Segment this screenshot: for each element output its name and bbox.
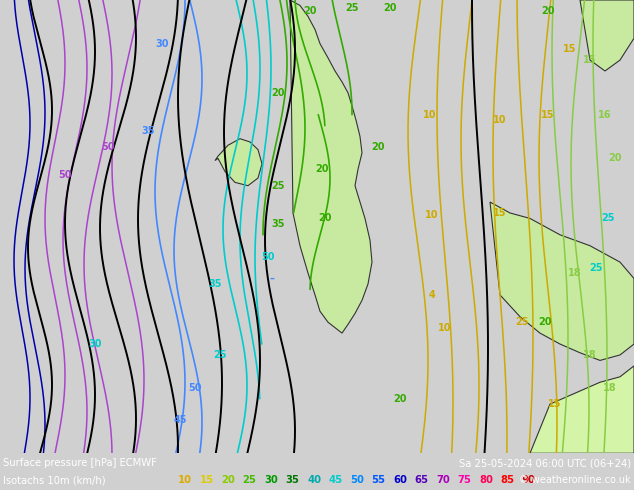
Text: 20: 20 bbox=[538, 317, 552, 327]
Text: 20: 20 bbox=[393, 393, 407, 404]
Text: 10: 10 bbox=[438, 322, 452, 333]
Text: 20: 20 bbox=[372, 143, 385, 152]
Text: Surface pressure [hPa] ECMWF: Surface pressure [hPa] ECMWF bbox=[3, 458, 157, 468]
Text: 16: 16 bbox=[598, 110, 612, 120]
Text: © weatheronline.co.uk: © weatheronline.co.uk bbox=[519, 475, 631, 485]
Text: 20: 20 bbox=[318, 214, 332, 223]
Text: 18: 18 bbox=[568, 268, 582, 278]
Text: 35: 35 bbox=[141, 126, 155, 136]
Text: 35: 35 bbox=[271, 219, 285, 229]
Text: 10: 10 bbox=[178, 475, 192, 485]
Text: 20: 20 bbox=[608, 153, 622, 163]
Text: 90: 90 bbox=[522, 475, 536, 485]
Text: 4: 4 bbox=[429, 290, 436, 300]
Text: 18: 18 bbox=[583, 350, 597, 360]
Polygon shape bbox=[580, 0, 634, 71]
Text: 18: 18 bbox=[603, 383, 617, 392]
Text: 50: 50 bbox=[350, 475, 364, 485]
Text: 50: 50 bbox=[188, 383, 202, 392]
Text: 15: 15 bbox=[548, 399, 562, 409]
Text: 35: 35 bbox=[208, 279, 222, 289]
Text: 25: 25 bbox=[271, 181, 285, 191]
Text: 50: 50 bbox=[101, 143, 115, 152]
Text: 45: 45 bbox=[328, 475, 342, 485]
Text: 30: 30 bbox=[88, 339, 101, 349]
Text: 20: 20 bbox=[315, 164, 329, 174]
Text: 10: 10 bbox=[425, 210, 439, 220]
Text: 45: 45 bbox=[173, 416, 187, 425]
Text: 20: 20 bbox=[303, 6, 317, 16]
Text: 55: 55 bbox=[372, 475, 385, 485]
Text: 15: 15 bbox=[583, 55, 597, 65]
Text: 15: 15 bbox=[541, 110, 555, 120]
Polygon shape bbox=[290, 0, 372, 333]
Text: 50: 50 bbox=[58, 170, 72, 180]
Text: 65: 65 bbox=[415, 475, 429, 485]
Text: 10: 10 bbox=[493, 115, 507, 125]
Text: 25: 25 bbox=[515, 317, 529, 327]
Text: 25: 25 bbox=[242, 475, 256, 485]
Text: 25: 25 bbox=[589, 263, 603, 272]
Text: 20: 20 bbox=[221, 475, 235, 485]
Text: 40: 40 bbox=[307, 475, 321, 485]
Text: 35: 35 bbox=[285, 475, 299, 485]
Text: 15: 15 bbox=[563, 44, 577, 54]
Text: 10: 10 bbox=[424, 110, 437, 120]
Text: 70: 70 bbox=[436, 475, 450, 485]
Text: Sa 25-05-2024 06:00 UTC (06+24): Sa 25-05-2024 06:00 UTC (06+24) bbox=[459, 458, 631, 468]
Text: 20: 20 bbox=[383, 2, 397, 13]
Text: 25: 25 bbox=[601, 214, 615, 223]
Text: 20: 20 bbox=[541, 6, 555, 16]
Text: 75: 75 bbox=[458, 475, 471, 485]
Text: 80: 80 bbox=[479, 475, 493, 485]
Polygon shape bbox=[530, 366, 634, 453]
Text: 15: 15 bbox=[493, 208, 507, 218]
Text: 60: 60 bbox=[393, 475, 407, 485]
Text: 15: 15 bbox=[200, 475, 214, 485]
Polygon shape bbox=[215, 139, 262, 186]
Text: 25: 25 bbox=[213, 350, 227, 360]
Text: 30: 30 bbox=[264, 475, 278, 485]
Polygon shape bbox=[490, 202, 634, 361]
Text: 25: 25 bbox=[346, 2, 359, 13]
Text: 30: 30 bbox=[155, 39, 169, 49]
Text: 50: 50 bbox=[261, 252, 275, 262]
Text: –: – bbox=[269, 273, 275, 284]
Text: Isotachs 10m (km/h): Isotachs 10m (km/h) bbox=[3, 475, 106, 485]
Text: 85: 85 bbox=[500, 475, 515, 485]
Text: 20: 20 bbox=[271, 88, 285, 98]
